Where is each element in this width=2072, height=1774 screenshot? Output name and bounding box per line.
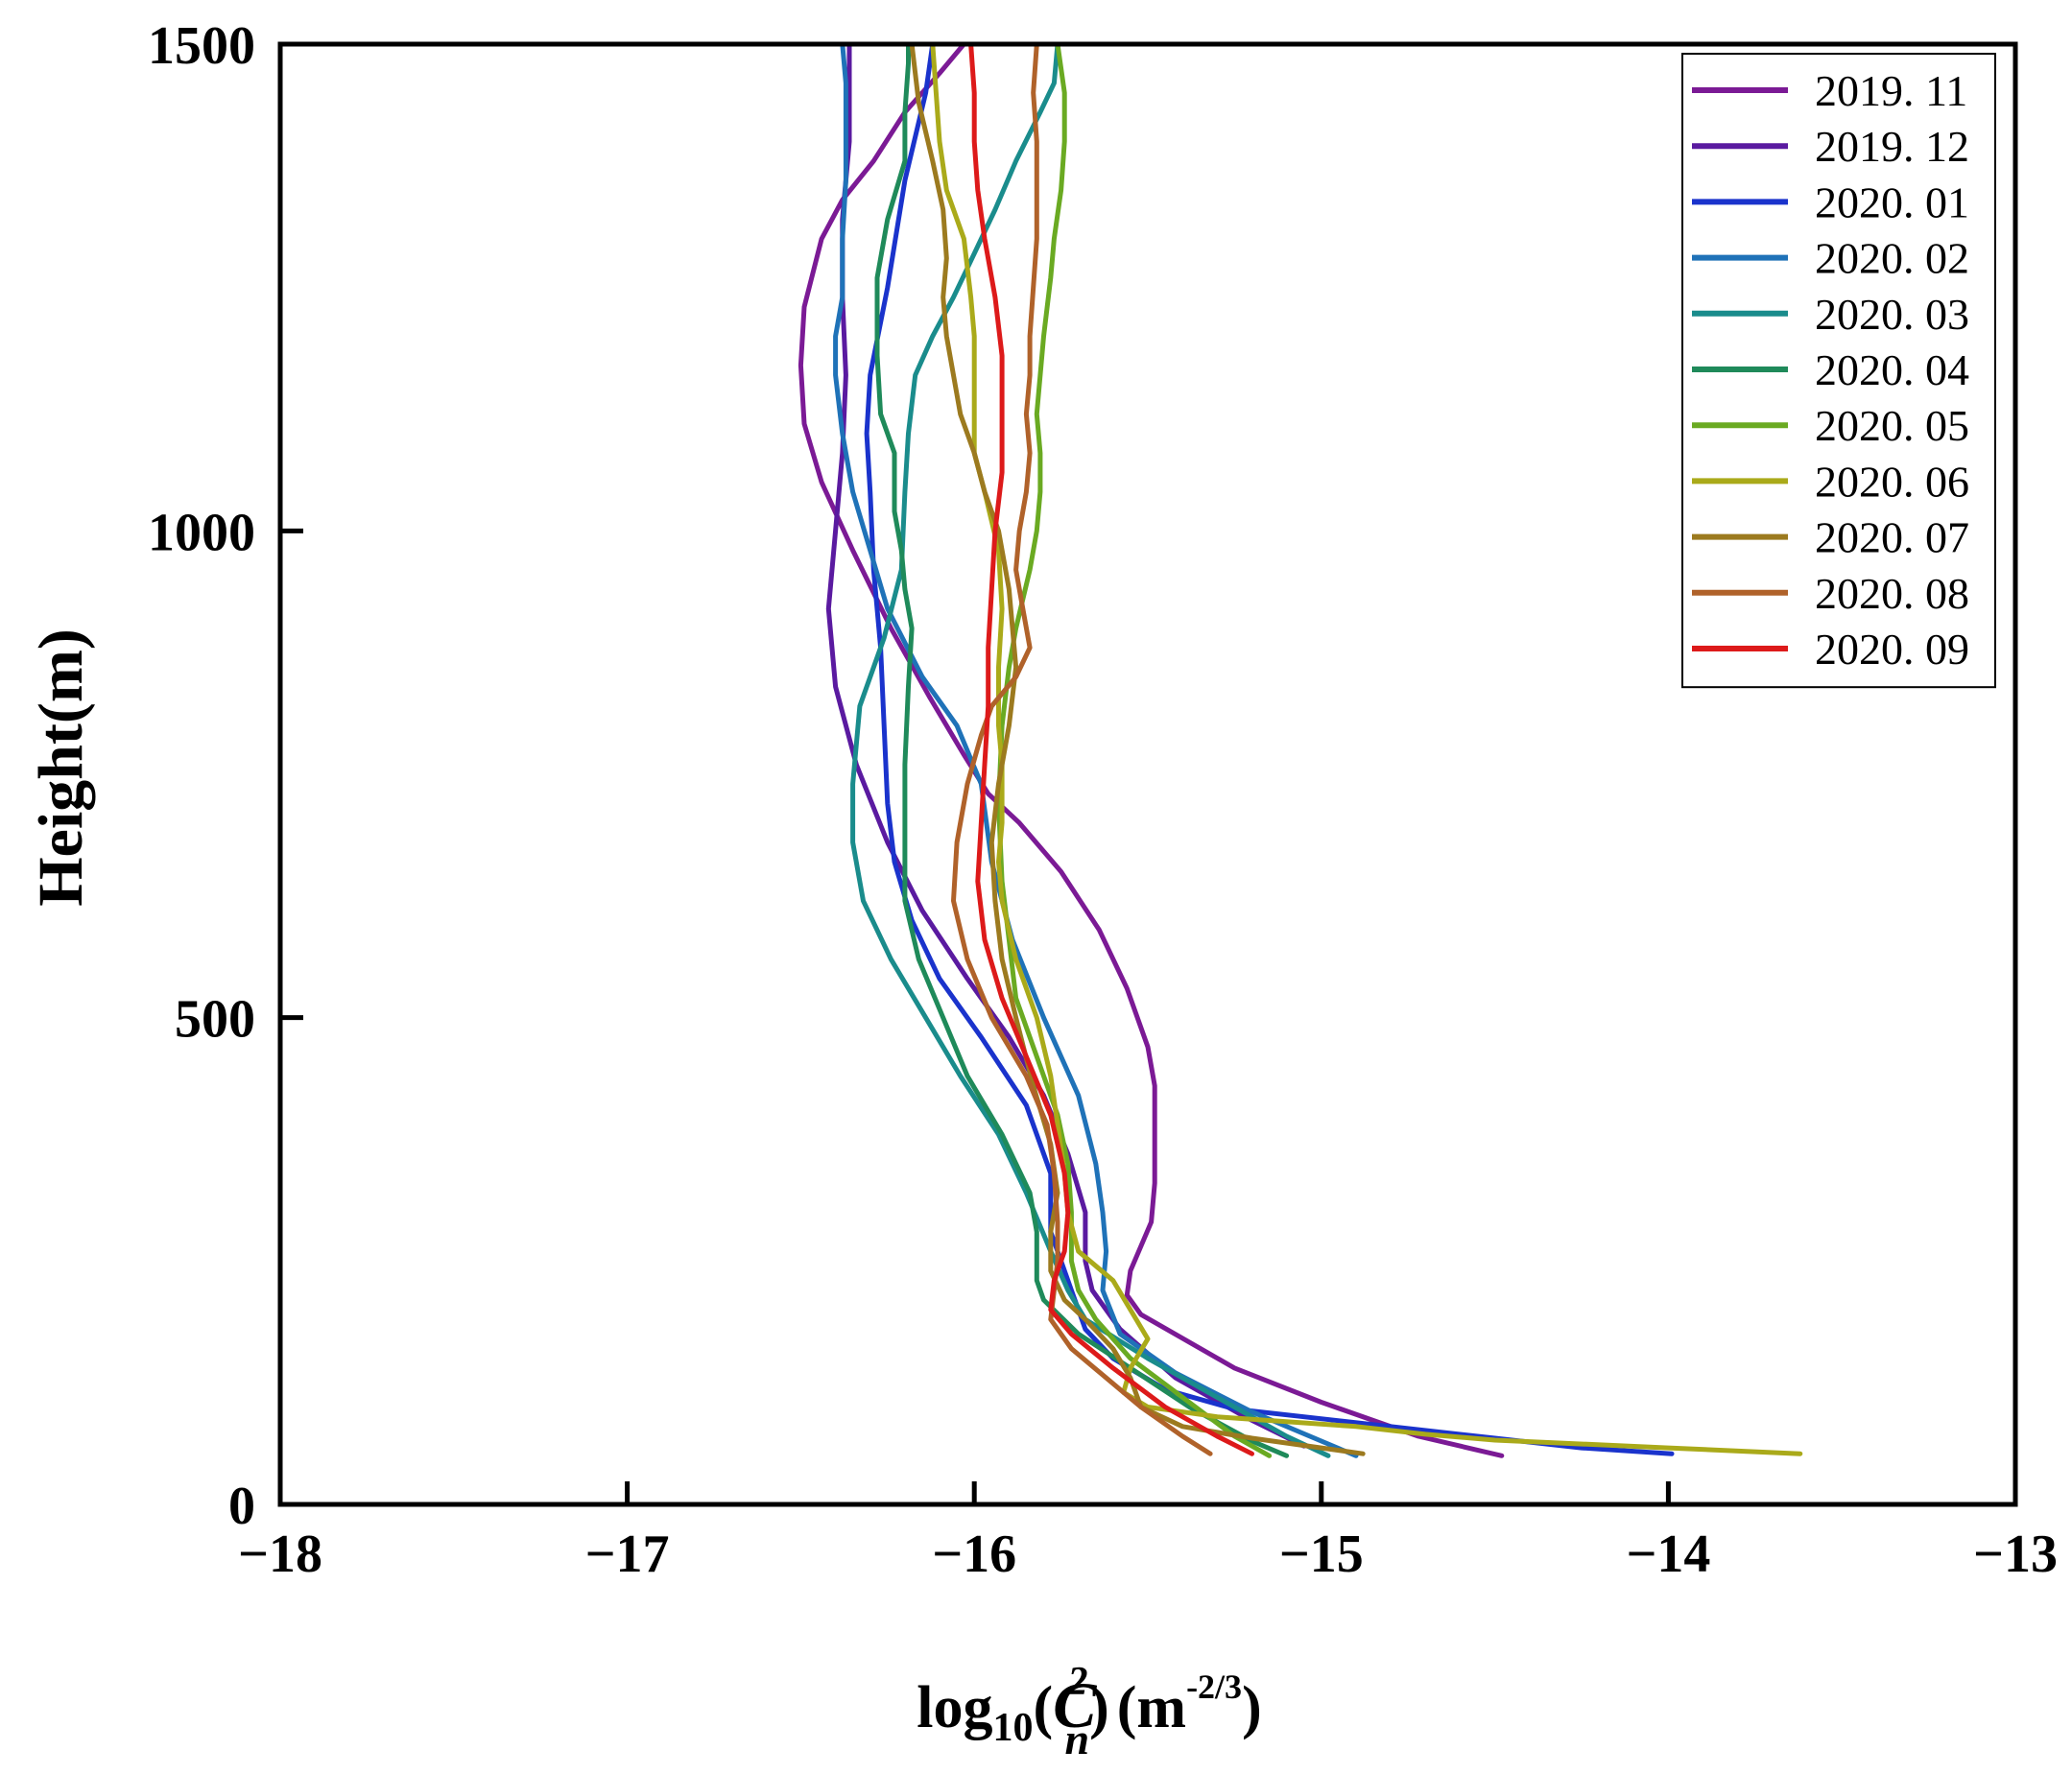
series-line-202007 [909,41,1366,1456]
x-title-open: ( [1034,1675,1054,1740]
legend: 2019. 11 2019. 12 2020. 01 2020. 02 2020. 03… [1681,53,1996,689]
legend-label: 2020. 03 [1815,290,1969,339]
legend-label: 2020. 04 [1815,345,1969,394]
x-title-log-sub: 10 [993,1706,1034,1750]
y-axis-title: Height(m) [26,628,96,907]
x-tick-label: −16 [932,1525,1016,1584]
x-title-unit: (m [1117,1675,1186,1740]
series-line-202006 [930,41,1803,1456]
series-line-202001 [864,41,1675,1456]
legend-label: 2020. 02 [1815,234,1969,283]
y-tick-label: 0 [228,1477,255,1536]
legend-label: 2019. 11 [1815,66,1967,115]
plot-frame [277,41,2018,1507]
legend-label: 2020. 06 [1815,457,1969,506]
series-line-202003 [850,41,1331,1458]
legend-label: 2020. 08 [1815,569,1969,618]
x-axis-title: log10(C2 n) (m-2/3) [917,1660,1261,1763]
legend-label: 2020. 01 [1815,177,1969,226]
legend-label: 2019. 12 [1815,122,1969,171]
series-line-202005 [996,41,1273,1458]
series-line-202004 [874,41,1290,1458]
series-line-202002 [833,41,1359,1458]
legend-label: 2020. 07 [1815,513,1969,562]
x-tick-label: −17 [585,1525,670,1584]
x-title-log: log [917,1675,992,1740]
x-tick-label: −18 [238,1525,322,1584]
legend-label: 2020. 05 [1815,401,1969,450]
y-tick-label: 1000 [148,503,255,562]
series-line-202009 [968,41,1254,1456]
x-title-unit-close: ) [1242,1675,1262,1740]
legend-label: 2020. 09 [1815,625,1969,674]
x-title-var: C [1053,1668,1097,1741]
x-tick-label: −14 [1626,1525,1710,1584]
y-axis: 0 500 1000 1500 [148,16,303,1536]
x-title-var-sub: n [1065,1715,1090,1763]
y-tick-label: 500 [175,990,255,1050]
y-tick-label: 1500 [148,16,255,76]
x-title-var-sup: 2 [1067,1660,1088,1704]
x-axis: −18 −17 −16 −15 −14 −13 [238,1481,2058,1584]
x-tick-label: −13 [1973,1525,2058,1584]
x-title-close: ) [1089,1675,1109,1740]
series-line-202008 [951,41,1213,1456]
series-layer [798,41,1803,1458]
x-title-unit-sup: -2/3 [1186,1668,1242,1706]
x-tick-label: −15 [1279,1525,1364,1584]
